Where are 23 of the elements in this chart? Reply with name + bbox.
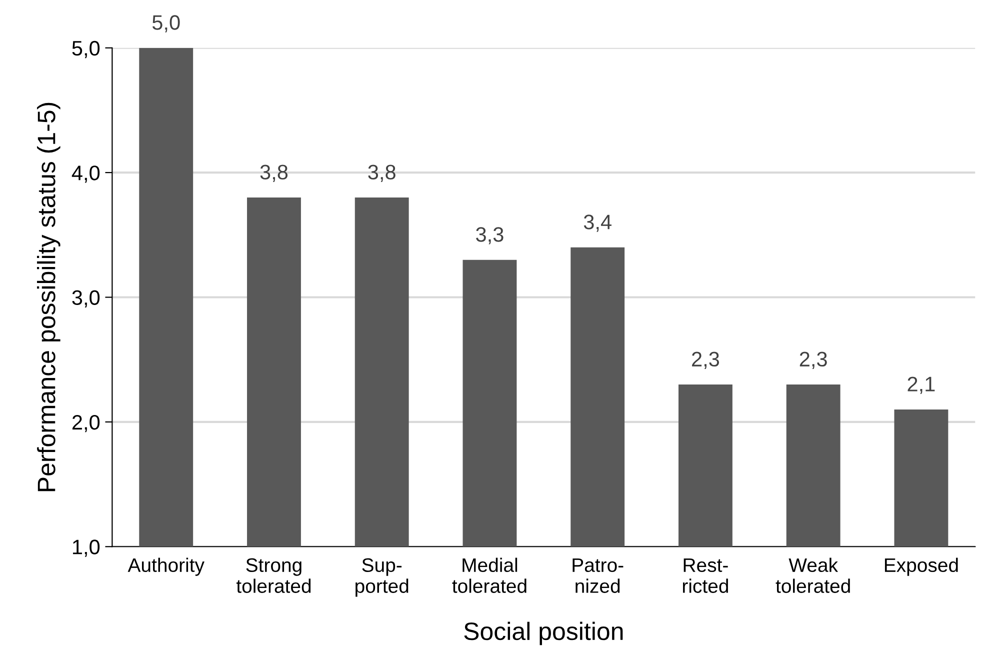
x-tick-label: Weak tolerated — [776, 558, 850, 593]
data-label: 2,1 — [908, 376, 935, 394]
x-tick-label: Patro- nized — [572, 558, 624, 593]
x-tick-label: Authority — [128, 558, 204, 576]
y-tick-label: 5,0 — [72, 40, 100, 58]
x-tick-label: Sup- ported — [356, 558, 408, 597]
x-tick-label: Rest- ricted — [682, 558, 728, 593]
data-label: 3,4 — [584, 214, 612, 232]
data-label: 3,3 — [476, 227, 504, 244]
x-tick-label: Strong tolerated — [236, 558, 311, 593]
data-label: 5,0 — [152, 15, 180, 32]
x-axis-title: Social position — [464, 622, 623, 646]
x-tick-label: Exposed — [884, 558, 958, 576]
y-axis-title: Performance possibility status (1-5) — [36, 102, 60, 492]
data-label: 3,8 — [368, 164, 396, 182]
y-tick-label: 1,0 — [73, 540, 100, 557]
y-tick-label: 4,0 — [72, 166, 100, 183]
y-tick-label: 2,0 — [72, 414, 100, 432]
y-tick-label: 3,0 — [72, 290, 100, 308]
data-label: 3,8 — [260, 164, 288, 182]
data-label: 2,3 — [692, 352, 720, 369]
x-tick-label: Medial tolerated — [452, 558, 526, 593]
data-label: 2,3 — [800, 352, 827, 369]
